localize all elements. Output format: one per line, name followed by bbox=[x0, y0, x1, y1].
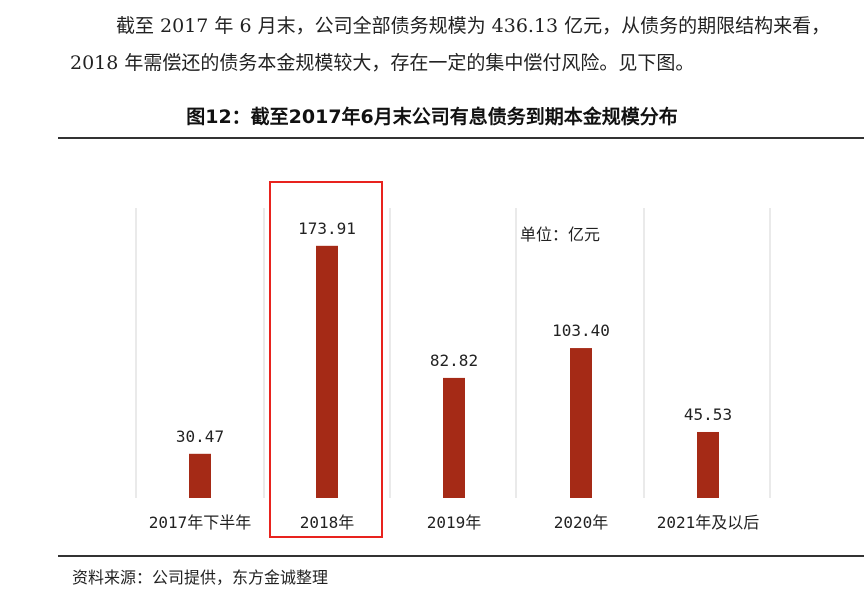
value-label: 82.82 bbox=[430, 351, 478, 370]
highlight-box bbox=[269, 181, 383, 538]
bar-chart: 30.47 173.91 82.82 103.40 45.53 2017年下半年 2018… bbox=[135, 181, 771, 538]
category-label: 2019年 bbox=[427, 513, 482, 532]
category-label: 2020年 bbox=[554, 513, 609, 532]
value-labels-group: 30.47 173.91 82.82 103.40 45.53 bbox=[176, 219, 732, 446]
top-rule bbox=[58, 137, 864, 139]
unit-label: 单位：亿元 bbox=[520, 225, 600, 244]
value-label: 173.91 bbox=[298, 219, 356, 238]
value-label: 30.47 bbox=[176, 427, 224, 446]
category-label: 2018年 bbox=[300, 513, 355, 532]
source-note: 资料来源：公司提供，东方金诚整理 bbox=[72, 568, 329, 587]
bottom-rule bbox=[58, 555, 864, 557]
value-label: 45.53 bbox=[684, 405, 732, 424]
bar bbox=[443, 377, 465, 498]
bar bbox=[189, 453, 211, 498]
category-separators bbox=[135, 208, 771, 498]
bar bbox=[697, 431, 719, 498]
value-label: 103.40 bbox=[552, 321, 610, 340]
bar bbox=[570, 348, 592, 498]
category-label: 2017年下半年 bbox=[149, 513, 252, 532]
category-label: 2021年及以后 bbox=[657, 513, 760, 532]
bar bbox=[316, 245, 338, 498]
intro-paragraph: 截至 2017 年 6 月末，公司全部债务规模为 436.13 亿元，从债务的期… bbox=[70, 8, 860, 82]
category-labels-group: 2017年下半年 2018年 2019年 2020年 2021年及以后 bbox=[149, 513, 760, 532]
bars-group bbox=[189, 245, 719, 498]
figure-title: 图12：截至2017年6月末公司有息债务到期本金规模分布 bbox=[186, 106, 678, 128]
intro-text: 截至 2017 年 6 月末，公司全部债务规模为 436.13 亿元，从债务的期… bbox=[70, 15, 831, 74]
